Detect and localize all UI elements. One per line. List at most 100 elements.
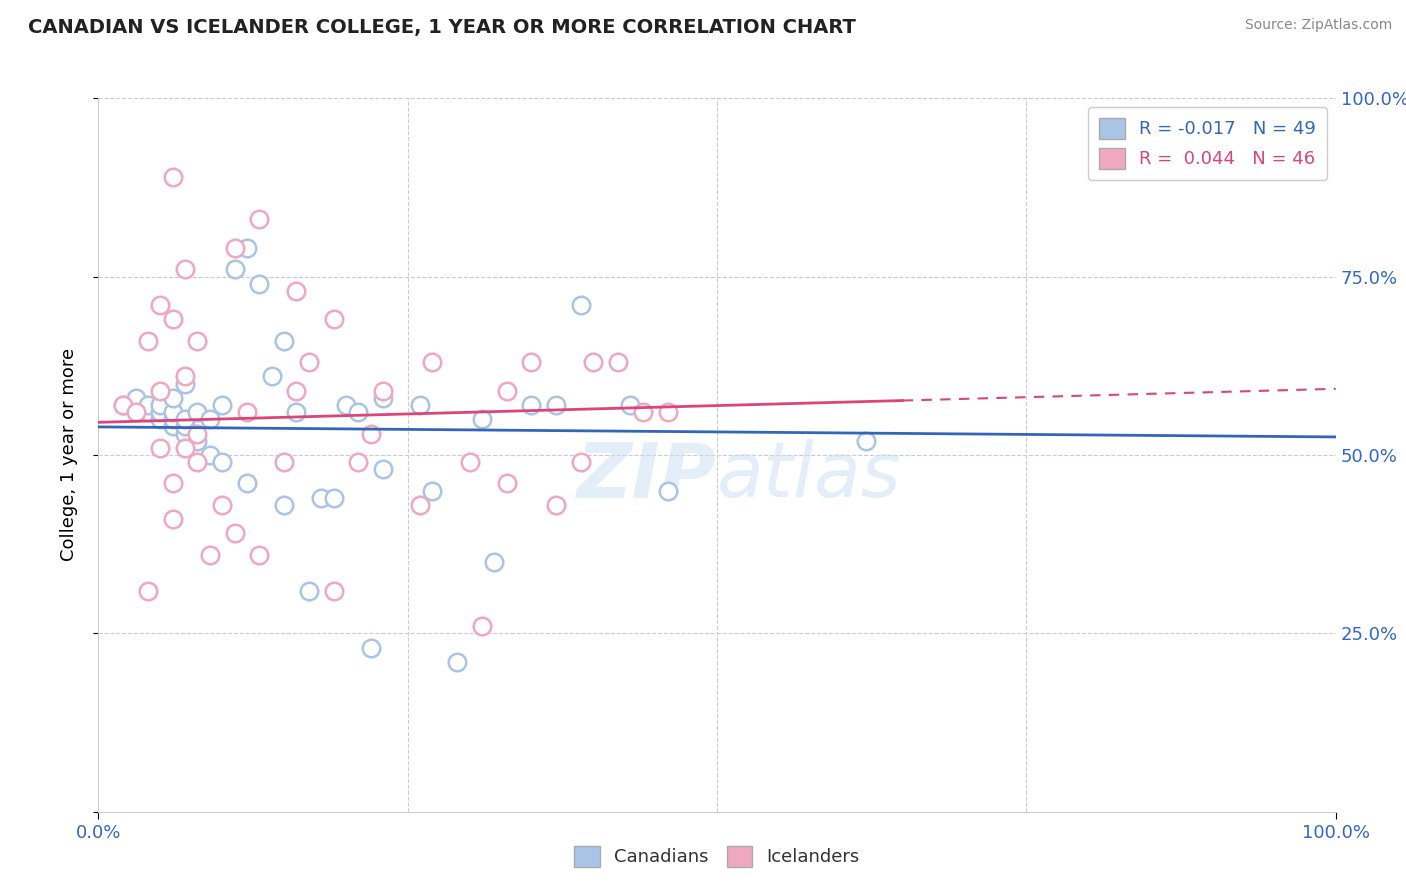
Point	[198, 548, 221, 562]
Point	[211, 398, 233, 412]
Point	[298, 355, 321, 369]
Text: ZIP: ZIP	[578, 440, 717, 513]
Point	[569, 298, 592, 312]
Y-axis label: College, 1 year or more: College, 1 year or more	[59, 349, 77, 561]
Point	[569, 455, 592, 469]
Point	[285, 284, 308, 298]
Point	[236, 476, 259, 491]
Point	[112, 398, 135, 412]
Point	[422, 483, 444, 498]
Point	[198, 412, 221, 426]
Point	[162, 476, 184, 491]
Point	[149, 398, 172, 412]
Point	[174, 426, 197, 441]
Point	[149, 412, 172, 426]
Point	[162, 412, 184, 426]
Text: Source: ZipAtlas.com: Source: ZipAtlas.com	[1244, 18, 1392, 32]
Point	[657, 483, 679, 498]
Point	[619, 398, 641, 412]
Point	[136, 583, 159, 598]
Point	[211, 498, 233, 512]
Point	[174, 369, 197, 384]
Point	[186, 405, 208, 419]
Legend: Canadians, Icelanders: Canadians, Icelanders	[567, 838, 868, 874]
Point	[285, 405, 308, 419]
Point	[322, 583, 344, 598]
Point	[371, 384, 394, 398]
Point	[446, 655, 468, 669]
Point	[162, 419, 184, 434]
Point	[371, 462, 394, 476]
Point	[149, 298, 172, 312]
Point	[495, 384, 517, 398]
Point	[409, 498, 432, 512]
Point	[247, 277, 270, 291]
Point	[162, 312, 184, 326]
Point	[273, 498, 295, 512]
Point	[273, 455, 295, 469]
Point	[458, 455, 481, 469]
Point	[484, 555, 506, 569]
Point	[471, 412, 494, 426]
Point	[273, 334, 295, 348]
Point	[520, 355, 543, 369]
Point	[174, 262, 197, 277]
Point	[162, 405, 184, 419]
Point	[224, 526, 246, 541]
Point	[136, 405, 159, 419]
Point	[546, 398, 568, 412]
Point	[136, 398, 159, 412]
Point	[347, 405, 370, 419]
Point	[149, 405, 172, 419]
Point	[211, 455, 233, 469]
Point	[322, 491, 344, 505]
Point	[631, 405, 654, 419]
Point	[582, 355, 605, 369]
Point	[371, 391, 394, 405]
Point	[360, 640, 382, 655]
Point	[124, 391, 146, 405]
Point	[186, 434, 208, 448]
Point	[285, 384, 308, 398]
Point	[260, 369, 283, 384]
Text: CANADIAN VS ICELANDER COLLEGE, 1 YEAR OR MORE CORRELATION CHART: CANADIAN VS ICELANDER COLLEGE, 1 YEAR OR…	[28, 18, 856, 37]
Point	[322, 312, 344, 326]
Point	[224, 241, 246, 255]
Point	[162, 169, 184, 184]
Point	[162, 391, 184, 405]
Point	[360, 426, 382, 441]
Point	[124, 398, 146, 412]
Point	[309, 491, 332, 505]
Point	[298, 583, 321, 598]
Point	[520, 398, 543, 412]
Point	[174, 412, 197, 426]
Point	[186, 426, 208, 441]
Point	[247, 212, 270, 227]
Point	[174, 376, 197, 391]
Point	[236, 241, 259, 255]
Point	[347, 455, 370, 469]
Text: atlas: atlas	[717, 440, 901, 513]
Point	[162, 512, 184, 526]
Point	[186, 455, 208, 469]
Point	[236, 405, 259, 419]
Point	[422, 355, 444, 369]
Point	[495, 476, 517, 491]
Point	[136, 334, 159, 348]
Point	[471, 619, 494, 633]
Point	[198, 448, 221, 462]
Point	[224, 262, 246, 277]
Point	[335, 398, 357, 412]
Point	[607, 355, 630, 369]
Point	[855, 434, 877, 448]
Point	[149, 384, 172, 398]
Point	[247, 548, 270, 562]
Point	[657, 405, 679, 419]
Point	[112, 398, 135, 412]
Point	[124, 405, 146, 419]
Point	[174, 419, 197, 434]
Point	[409, 398, 432, 412]
Point	[174, 441, 197, 455]
Point	[186, 334, 208, 348]
Point	[149, 441, 172, 455]
